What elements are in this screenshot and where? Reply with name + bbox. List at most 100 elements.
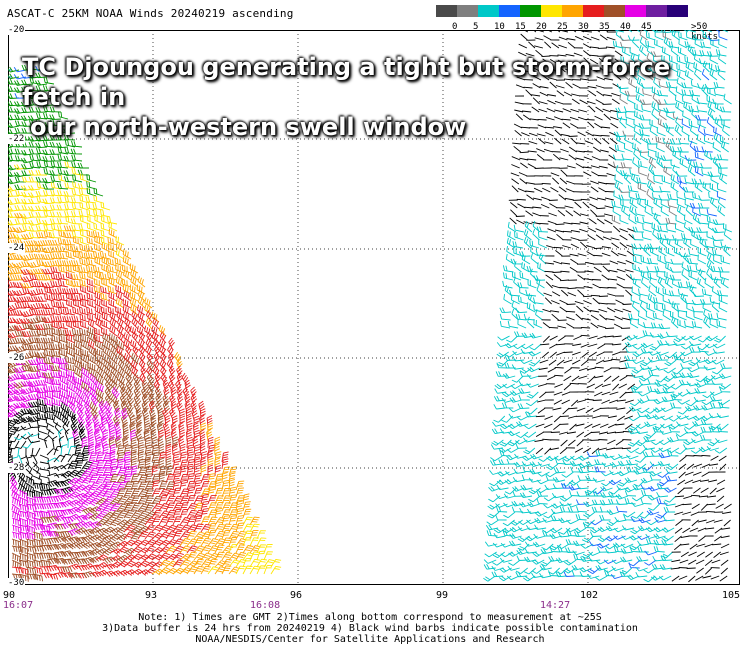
wind-barb — [129, 422, 136, 435]
wind-barb — [151, 503, 163, 512]
wind-barb — [608, 146, 617, 153]
wind-barb — [71, 161, 83, 169]
wind-barb — [493, 404, 506, 410]
wind-barb — [492, 551, 505, 559]
wind-barb — [643, 244, 651, 257]
wind-barb — [639, 36, 648, 49]
wind-barb — [130, 480, 140, 491]
wind-barb — [605, 318, 615, 321]
wind-barb — [709, 402, 722, 409]
wind-barb — [21, 92, 34, 99]
wind-barb — [604, 570, 616, 577]
wind-barb — [698, 195, 710, 201]
wind-barb — [20, 157, 34, 164]
wind-barb — [656, 142, 665, 153]
wind-barb — [44, 363, 55, 372]
wind-barb — [534, 517, 547, 524]
wind-barb — [604, 197, 614, 201]
wind-barb — [158, 503, 170, 512]
wind-barb — [576, 483, 589, 490]
wind-barb — [483, 575, 496, 582]
wind-barb — [709, 153, 721, 161]
wind-barb — [144, 545, 156, 554]
wind-barb — [603, 113, 611, 121]
wind-barb — [556, 351, 565, 356]
wind-barb — [109, 510, 121, 519]
wind-barb — [676, 421, 689, 427]
wind-barb — [625, 259, 635, 265]
wind-barb — [625, 399, 634, 404]
wind-barb — [172, 530, 183, 540]
wind-barb — [590, 314, 599, 321]
wind-barb — [26, 447, 34, 459]
wind-barb — [527, 158, 537, 161]
wind-barb — [39, 572, 52, 579]
wind-barb — [715, 65, 726, 73]
wind-barb — [562, 108, 572, 113]
wind-barb — [235, 538, 247, 547]
wind-barb — [664, 487, 677, 493]
wind-barb — [575, 313, 583, 321]
wind-barb — [516, 198, 526, 201]
wind-barb — [71, 328, 83, 337]
wind-barb — [256, 537, 267, 547]
wind-barb — [123, 531, 135, 540]
wind-barb — [719, 575, 728, 582]
wind-barb — [123, 332, 132, 344]
wind-barb — [659, 564, 672, 570]
wind-barb — [165, 443, 172, 455]
time-label-3: 14:27 — [540, 600, 571, 611]
wind-barb — [63, 260, 76, 267]
wind-barb — [563, 359, 573, 364]
wind-barb — [25, 566, 37, 575]
wind-barb — [214, 530, 226, 540]
wind-barb — [532, 75, 542, 81]
wind-barb — [530, 253, 539, 265]
wind-barb — [645, 407, 658, 414]
wind-barb — [673, 340, 686, 346]
wind-barb — [162, 407, 169, 421]
wind-barb — [527, 279, 537, 289]
wind-barb — [654, 31, 664, 41]
wind-barb — [8, 324, 20, 332]
wind-barb — [130, 553, 143, 561]
wind-barb — [677, 46, 687, 57]
wind-barb — [561, 471, 574, 478]
wind-barb — [50, 300, 62, 309]
wind-barb — [94, 256, 104, 267]
wind-barb — [172, 479, 181, 491]
wind-barb — [50, 223, 62, 232]
wind-barb — [645, 138, 658, 145]
wind-barb — [559, 177, 568, 185]
wind-barb — [556, 90, 565, 97]
wind-barb — [79, 236, 90, 246]
wind-barb — [700, 426, 712, 433]
wind-barb — [632, 351, 645, 358]
wind-barb — [112, 400, 121, 414]
wind-barb — [125, 400, 134, 414]
wind-barb — [719, 114, 731, 121]
wind-barb — [689, 125, 698, 137]
wind-barb — [102, 503, 114, 512]
wind-barb — [81, 475, 93, 484]
wind-barb — [151, 436, 158, 448]
wind-barb — [179, 451, 187, 463]
wind-barb — [43, 126, 55, 134]
wind-barb — [73, 436, 80, 449]
wind-barb — [658, 194, 670, 201]
wind-barb — [596, 90, 605, 97]
wind-barb — [688, 575, 696, 583]
wind-barb — [129, 325, 139, 337]
wind-barb — [631, 359, 645, 365]
wind-barb — [697, 247, 707, 257]
wind-barb — [661, 527, 675, 533]
wind-barb — [628, 405, 642, 412]
wind-barb — [207, 450, 213, 463]
wind-barb — [29, 154, 41, 162]
wind-barb — [110, 380, 119, 393]
wind-barb — [511, 185, 519, 193]
wind-barb — [27, 317, 41, 325]
wind-barb — [545, 274, 554, 281]
wind-barb — [93, 428, 101, 442]
wind-barb — [512, 476, 526, 483]
